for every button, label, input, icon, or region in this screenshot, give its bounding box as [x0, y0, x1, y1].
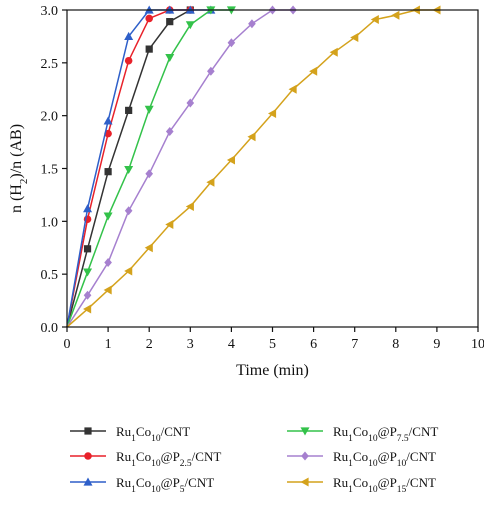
data-point	[207, 66, 215, 76]
data-point	[103, 285, 112, 295]
legend-item: Ru1Co10@P7.5/CNT	[287, 424, 438, 444]
data-point	[125, 106, 133, 114]
data-point	[145, 45, 153, 53]
y-tick-label: 1.0	[41, 215, 59, 230]
data-point	[83, 290, 92, 300]
y-tick-label: 0.5	[41, 268, 59, 283]
data-point	[248, 19, 256, 29]
data-point	[83, 204, 93, 213]
data-point	[124, 31, 134, 41]
data-point	[104, 258, 112, 268]
data-point	[145, 14, 153, 23]
data-point	[144, 243, 153, 253]
data-point	[145, 169, 154, 179]
data-point	[370, 15, 379, 25]
x-tick-label: 3	[187, 337, 194, 352]
data-point	[268, 109, 277, 119]
x-tick-label: 9	[433, 337, 440, 352]
series-3	[66, 5, 216, 328]
data-point	[144, 105, 154, 114]
x-tick-label: 2	[146, 337, 153, 352]
data-point	[124, 56, 133, 65]
data-point	[165, 53, 175, 63]
x-tick-label: 4	[228, 337, 235, 352]
y-tick-label: 3.0	[41, 4, 59, 19]
legend-marker	[84, 452, 92, 460]
x-tick-label: 1	[105, 337, 112, 352]
x-tick-label: 10	[471, 337, 484, 352]
data-point	[227, 38, 236, 48]
legend-label: Ru1Co10@P10/CNT	[333, 449, 436, 469]
legend-marker	[84, 427, 92, 435]
data-point	[104, 168, 112, 176]
series-line	[66, 9, 294, 328]
data-point	[350, 32, 359, 42]
data-point	[83, 304, 92, 314]
legend-item: Ru1Co10@P15/CNT	[287, 475, 436, 495]
legend-label: Ru1Co10@P7.5/CNT	[333, 424, 438, 444]
data-point	[166, 18, 174, 26]
data-point	[185, 202, 194, 212]
data-point	[124, 206, 133, 216]
data-point	[165, 220, 174, 230]
legend-label: Ru1Co10@P2.5/CNT	[116, 449, 221, 469]
data-point	[288, 84, 297, 94]
y-tick-label: 0.0	[41, 321, 59, 336]
x-tick-label: 8	[392, 337, 399, 352]
legend-item: Ru1Co10/CNT	[70, 424, 190, 444]
data-point	[329, 47, 338, 57]
x-axis-title: Time (min)	[236, 362, 309, 379]
legend-marker	[300, 427, 310, 436]
legend-label: Ru1Co10/CNT	[116, 424, 190, 444]
data-point	[124, 266, 133, 276]
legend-marker	[83, 477, 93, 486]
data-point	[206, 177, 215, 187]
legend-item: Ru1Co10@P10/CNT	[287, 449, 436, 469]
data-point	[185, 21, 195, 30]
series-line	[66, 9, 211, 328]
y-tick-label: 2.0	[41, 110, 59, 125]
legend-marker	[301, 451, 309, 461]
axes: 0 1 2 3 4 5 6 7 8 9 10 0.0 0.5 1.0 1.5 2.0 2.5 3.0 Time (m…	[8, 4, 484, 379]
plot-area	[66, 5, 441, 328]
legend-label: Ru1Co10@P15/CNT	[333, 475, 436, 495]
legend-marker	[300, 477, 309, 487]
x-tick-label: 5	[269, 337, 276, 352]
x-tick-label: 6	[310, 337, 317, 352]
y-axis-title: n (H2)/n (AB)	[8, 124, 30, 213]
data-point	[83, 245, 92, 253]
data-point	[165, 127, 174, 137]
data-point	[186, 98, 195, 108]
series-6	[66, 5, 441, 328]
series-4	[66, 6, 236, 328]
y-tick-label: 2.5	[41, 57, 59, 72]
legend: Ru1Co10/CNT Ru1Co10@P2.5/CNT Ru1Co10@P5/CN…	[70, 424, 438, 495]
legend-item: Ru1Co10@P2.5/CNT	[70, 449, 221, 469]
series-line	[66, 9, 437, 328]
legend-item: Ru1Co10@P5/CNT	[70, 475, 214, 495]
data-point	[309, 66, 318, 76]
data-point	[226, 155, 235, 165]
y-tick-label: 1.5	[41, 163, 59, 178]
x-tick-label: 7	[351, 337, 358, 352]
series-line	[66, 9, 232, 328]
legend-label: Ru1Co10@P5/CNT	[116, 475, 214, 495]
data-point	[391, 10, 400, 20]
data-point	[124, 165, 134, 175]
data-point	[103, 116, 113, 125]
series-5	[66, 5, 297, 328]
x-tick-label: 0	[64, 337, 71, 352]
data-point	[247, 132, 256, 142]
data-point	[83, 268, 93, 277]
data-point	[103, 212, 113, 221]
